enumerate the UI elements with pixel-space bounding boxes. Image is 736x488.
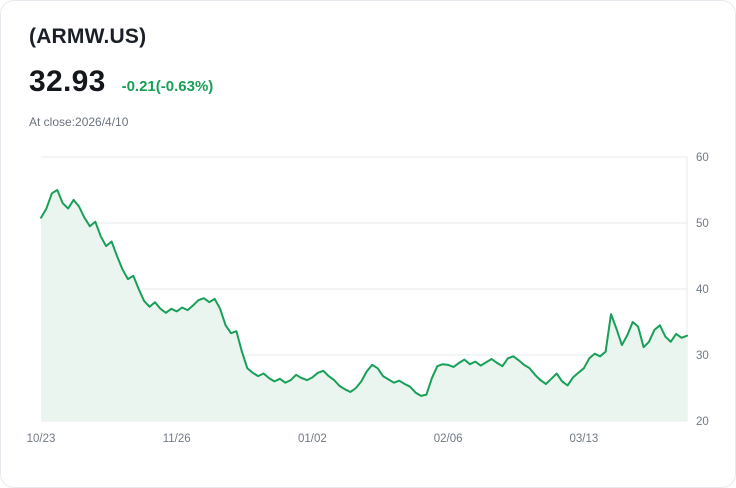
price-area-fill bbox=[41, 190, 687, 421]
as-of-timestamp: At close:2026/4/10 bbox=[29, 115, 129, 129]
last-price: 32.93 bbox=[29, 65, 106, 98]
y-tick-label: 30 bbox=[696, 350, 709, 362]
y-tick-label: 60 bbox=[696, 152, 709, 164]
ticker-symbol: (ARMW.US) bbox=[29, 25, 147, 48]
price-change: -0.21(-0.63%) bbox=[121, 78, 214, 95]
y-tick-label: 20 bbox=[696, 416, 709, 428]
x-tick-label: 02/06 bbox=[434, 433, 463, 445]
x-tick-label: 01/02 bbox=[298, 433, 327, 445]
price-row: 32.93 -0.21(-0.63%) bbox=[29, 65, 707, 99]
x-tick-label: 11/26 bbox=[163, 433, 191, 445]
y-tick-label: 40 bbox=[696, 284, 709, 296]
price-line bbox=[40, 189, 688, 397]
y-tick-label: 50 bbox=[696, 218, 709, 230]
x-tick-label: 03/13 bbox=[570, 433, 599, 445]
x-tick-label: 10/23 bbox=[27, 433, 56, 445]
quote-header: (ARMW.US) 32.93 -0.21(-0.63%) At close:2… bbox=[1, 1, 735, 129]
